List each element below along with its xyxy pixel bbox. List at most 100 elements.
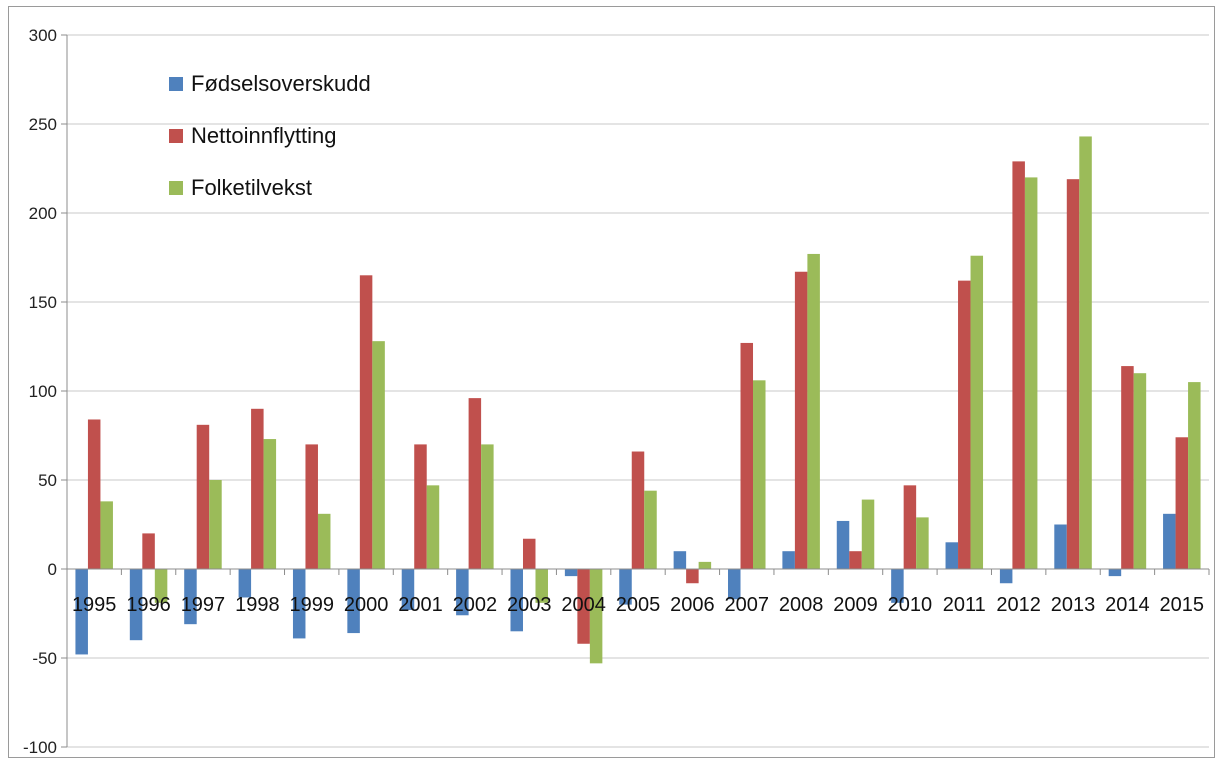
x-tick-label: 2004: [561, 594, 606, 616]
bar-Folketilvekst-2012: [1024, 177, 1038, 569]
x-tick-label: 2006: [670, 594, 715, 616]
bar-Nettoinnflytting-2000: [359, 275, 373, 569]
legend: Fødselsoverskudd Nettoinnflytting Folketil…: [169, 71, 371, 200]
x-tick-label: 2000: [344, 594, 389, 616]
bar-Fødselsoverskudd-2008: [782, 551, 795, 569]
y-tick-label: 50: [38, 471, 57, 490]
bar-Fødselsoverskudd-2009: [836, 520, 850, 569]
x-tick-label: 2010: [888, 594, 933, 616]
x-tick-label: 2009: [833, 594, 878, 616]
bar-Fødselsoverskudd-2013: [1054, 524, 1067, 569]
x-tick-label: 2011: [943, 594, 986, 616]
x-axis: 1995 1996 1997 1998 1999 2000 2001 2002 2003 2004…: [66, 568, 1210, 616]
bar-Nettoinnflytting-2007: [740, 342, 754, 569]
bar-Folketilvekst-2003: [535, 569, 548, 603]
x-tick-label: 2015: [1160, 594, 1205, 616]
bar-Nettoinnflytting-1997: [196, 424, 210, 569]
x-tick-label: 1999: [289, 594, 334, 616]
x-tick-label: 2003: [507, 594, 552, 616]
bar-Nettoinnflytting-2012: [1012, 161, 1025, 569]
bar-Fødselsoverskudd-1995: [75, 569, 88, 655]
bar-Fødselsoverskudd-1998: [238, 569, 252, 598]
bar-Nettoinnflytting-2015: [1175, 437, 1189, 569]
bar-Fødselsoverskudd-1996: [129, 569, 143, 641]
bar-Nettoinnflytting-2014: [1121, 366, 1134, 569]
bar-Nettoinnflytting-2003: [522, 538, 536, 569]
bar-Folketilvekst-2014: [1133, 373, 1147, 569]
bar-Fødselsoverskudd-2006: [673, 551, 687, 569]
y-tick-label: -100: [23, 738, 57, 757]
bar-Nettoinnflytting-2001: [414, 444, 427, 569]
bar-Nettoinnflytting-2011: [958, 280, 971, 569]
legend-label: Fødselsoverskudd: [191, 71, 371, 96]
x-tick-label: 2007: [725, 594, 770, 616]
y-tick-label: 100: [29, 382, 57, 401]
bar-Nettoinnflytting-2010: [903, 485, 917, 569]
bar-Folketilvekst-2008: [807, 253, 820, 569]
bar-Nettoinnflytting-2006: [686, 569, 699, 584]
bar-Nettoinnflytting-1999: [305, 444, 318, 569]
bar-Nettoinnflytting-2008: [794, 271, 808, 569]
x-tick-label: 2005: [616, 594, 661, 616]
y-tick-label: 0: [48, 560, 57, 579]
bar-Fødselsoverskudd-2015: [1163, 513, 1176, 569]
bar-Folketilvekst-2002: [481, 444, 494, 569]
bar-Fødselsoverskudd-2010: [891, 569, 904, 603]
bar-Fødselsoverskudd-1997: [184, 569, 197, 625]
legend-label: Folketilvekst: [191, 175, 312, 200]
bar-Fødselsoverskudd-2001: [401, 569, 415, 610]
bar-Nettoinnflytting-2013: [1066, 179, 1080, 569]
x-tick-label: 2014: [1105, 594, 1150, 616]
x-tick-label: 2001: [398, 594, 443, 616]
bar-Folketilvekst-2007: [753, 380, 766, 569]
bar-Nettoinnflytting-2002: [468, 398, 482, 569]
bar-Fødselsoverskudd-2007: [728, 569, 741, 600]
bar-Folketilvekst-1997: [209, 480, 222, 569]
legend-label: Nettoinnflytting: [191, 123, 337, 148]
x-tick-label: 1996: [126, 594, 171, 616]
x-tick-label: 1997: [181, 594, 226, 616]
bar-Folketilvekst-2000: [372, 341, 385, 569]
bar-Folketilvekst-1998: [263, 439, 277, 569]
legend-swatch-Nettoinnflytting: [169, 129, 183, 143]
y-axis: -100 -50 0 50 100 150 200 250 300: [23, 26, 68, 757]
bar-Folketilvekst-2010: [916, 517, 929, 569]
bar-Fødselsoverskudd-2012: [999, 569, 1013, 584]
legend-swatch-Fødselsoverskudd: [169, 77, 183, 91]
bar-Nettoinnflytting-2009: [849, 551, 862, 569]
bar-Nettoinnflytting-2004: [577, 569, 590, 644]
y-tick-label: 150: [29, 293, 57, 312]
bar-Folketilvekst-2004: [589, 569, 603, 664]
bar-Fødselsoverskudd-2014: [1108, 569, 1122, 577]
y-tick-label: -50: [32, 649, 57, 668]
bar-Fødselsoverskudd-1999: [292, 569, 306, 639]
legend-swatch-Folketilvekst: [169, 181, 183, 195]
bar-Folketilvekst-2009: [861, 499, 875, 569]
x-tick-label: 2013: [1051, 594, 1096, 616]
chart-frame: -100 -50 0 50 100 150 200 250 300 1995 1996 1997 19…: [8, 6, 1215, 758]
bar-Fødselsoverskudd-2000: [347, 569, 360, 634]
bar-Fødselsoverskudd-2002: [456, 569, 469, 616]
bar-Folketilvekst-2001: [426, 485, 440, 569]
bar-Folketilvekst-2006: [698, 561, 712, 569]
y-tick-label: 200: [29, 204, 57, 223]
bar-Fødselsoverskudd-2005: [619, 569, 632, 605]
bar-Fødselsoverskudd-2011: [945, 542, 959, 569]
y-tick-label: 300: [29, 26, 57, 45]
bar-chart: -100 -50 0 50 100 150 200 250 300 1995 1996 1997 19…: [23, 26, 1210, 757]
bar-Folketilvekst-1999: [317, 513, 331, 569]
x-tick-label: 2012: [996, 594, 1041, 616]
bar-Fødselsoverskudd-2003: [510, 569, 523, 632]
bars: [75, 136, 1201, 664]
x-tick-label: 1995: [72, 594, 117, 616]
bar-Nettoinnflytting-1996: [142, 533, 155, 569]
bar-Nettoinnflytting-1995: [87, 419, 101, 569]
bar-Folketilvekst-1995: [100, 501, 113, 569]
y-tick-label: 250: [29, 115, 57, 134]
bar-Folketilvekst-2015: [1188, 382, 1201, 569]
bar-Nettoinnflytting-1998: [251, 408, 264, 569]
bar-Folketilvekst-2005: [644, 490, 657, 569]
bar-Folketilvekst-1996: [154, 569, 168, 603]
bar-Folketilvekst-2013: [1079, 136, 1092, 569]
x-tick-label: 2008: [779, 594, 824, 616]
